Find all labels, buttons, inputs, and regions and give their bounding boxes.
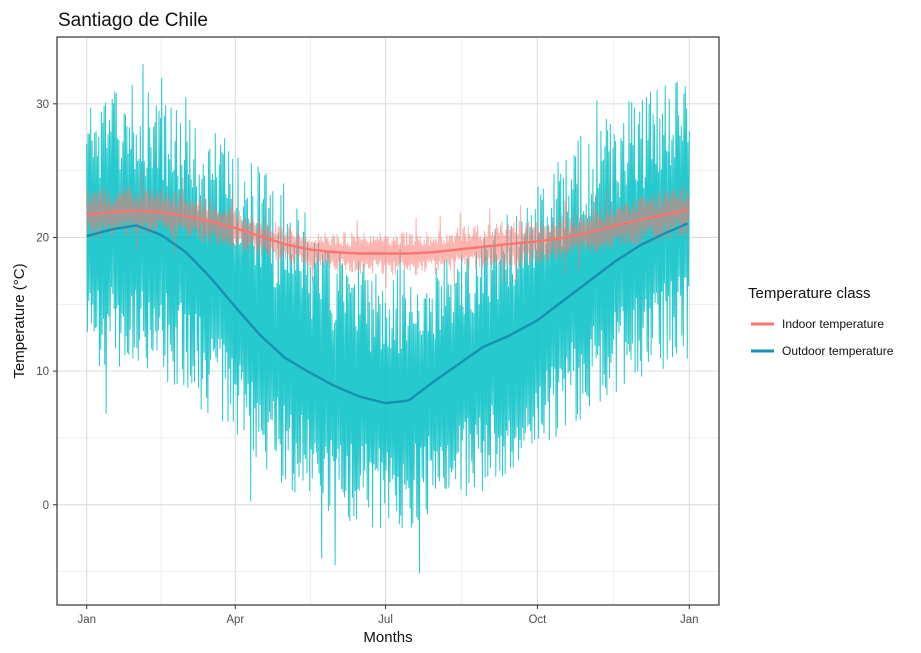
outdoor-temperature-raw-series [86,63,690,574]
y-axis-ticks: 0 10 20 30 [36,99,57,512]
smoothed-trend-lines [86,208,689,405]
x-tick-label: Apr [226,614,244,626]
x-tick-label: Oct [528,614,547,626]
legend-label-indoor: Indoor temperature [782,317,884,331]
y-tick-label: 20 [36,232,49,244]
y-tick-label: 0 [43,500,49,512]
y-tick-label: 30 [36,99,49,111]
x-axis-title: Months [363,629,412,646]
x-axis-ticks: Jan Apr Jul Oct Jan [77,605,699,626]
legend-item-indoor: Indoor temperature [751,317,884,331]
plot-border [56,36,720,606]
plot-panel [56,36,720,606]
outdoor-smooth-line [86,222,689,405]
outdoor-raw-line [86,63,690,574]
x-tick-label: Jan [680,614,699,626]
chart-title: Santiago de Chile [58,10,208,31]
indoor-temperature-raw-series [86,170,690,288]
y-axis-title: Temperature (°C) [11,263,28,378]
y-tick-label: 10 [36,366,49,378]
x-tick-label: Jul [378,614,393,626]
legend-label-outdoor: Outdoor temperature [782,344,894,358]
legend-item-outdoor: Outdoor temperature [751,344,894,358]
x-tick-label: Jan [77,614,96,626]
indoor-smooth-line [86,208,688,255]
legend: Temperature class Indoor temperature Out… [748,285,894,358]
legend-title: Temperature class [748,285,871,302]
indoor-raw-line [86,170,690,288]
